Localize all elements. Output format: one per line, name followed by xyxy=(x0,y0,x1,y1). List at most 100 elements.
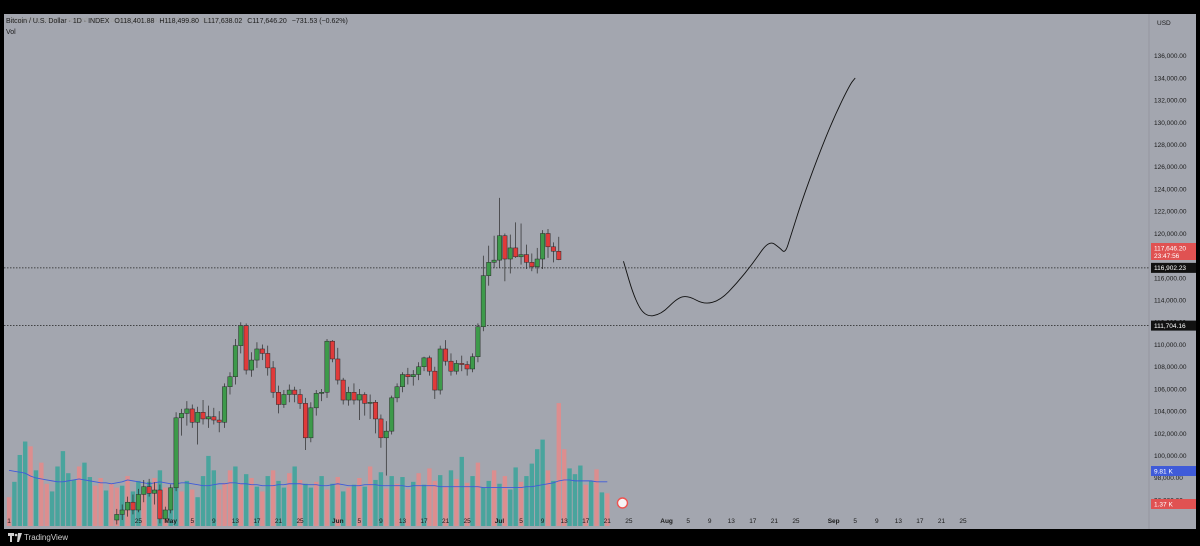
time-tick-label: 21 xyxy=(604,518,612,525)
time-tick-label: 13 xyxy=(399,518,407,525)
attribution-text: CryptoParadyme created with TradingView.… xyxy=(10,17,242,24)
candle-body xyxy=(346,392,352,401)
volume-bar xyxy=(17,454,22,526)
candle-body xyxy=(356,394,362,401)
volume-bar xyxy=(540,439,545,526)
volume-bar xyxy=(265,476,270,526)
legend-change: −731.53 (−0.62%) xyxy=(291,18,348,25)
time-tick-label: 25 xyxy=(464,518,472,525)
volume-bar xyxy=(319,476,324,526)
volume-bar xyxy=(190,489,195,526)
volume-bar xyxy=(249,478,254,526)
candle-body xyxy=(335,358,341,381)
volume-bar xyxy=(270,470,276,526)
footer-brand: TradingView xyxy=(24,533,69,542)
volume-bar xyxy=(287,473,292,526)
candle-body xyxy=(125,501,131,511)
vol-last-tag xyxy=(1151,499,1196,509)
level-price-tag xyxy=(1151,320,1196,331)
candle-body xyxy=(529,262,535,268)
candle-body xyxy=(211,416,217,421)
candle-body xyxy=(480,275,486,328)
legend-open: O118,401.88 xyxy=(114,18,155,25)
time-tick-label: 25 xyxy=(959,518,967,525)
volume-bar xyxy=(346,487,351,526)
volume-bar xyxy=(362,486,367,526)
candle-body xyxy=(152,489,157,494)
vol-label[interactable]: Vol xyxy=(6,29,16,36)
time-tick-label: Jul xyxy=(495,518,505,525)
chart-frame[interactable]: USD 136,000.00 134,000.00 132,000.00 130,000… xyxy=(4,14,1196,529)
tradingview-logo-icon xyxy=(8,533,22,542)
candle-body xyxy=(157,489,163,520)
volume-bar xyxy=(308,487,314,526)
volume-legend[interactable]: Vol xyxy=(6,29,19,36)
candle-body xyxy=(303,403,308,439)
price-tick-label: 130,000.00 xyxy=(1154,120,1187,127)
candle-body xyxy=(329,340,335,360)
candle-body xyxy=(383,430,389,439)
candle-body xyxy=(459,363,465,365)
candle-body xyxy=(470,356,475,370)
time-tick-label: 21 xyxy=(938,518,946,525)
volume-bar xyxy=(114,487,119,526)
candle-body xyxy=(238,325,244,346)
volume-bar xyxy=(529,463,535,526)
volume-bar xyxy=(173,462,179,526)
vol-ma-label: 9.81 K xyxy=(1154,469,1173,476)
volume-bar xyxy=(572,474,578,526)
volume-bar xyxy=(491,470,497,526)
price-tick-label: 102,000.00 xyxy=(1154,431,1187,438)
volume-bar xyxy=(497,483,502,526)
projection-path xyxy=(623,77,856,317)
volume-bar xyxy=(438,475,443,526)
candle-body xyxy=(486,262,492,276)
candle-body xyxy=(200,412,206,420)
chart-canvas[interactable]: USD 136,000.00 134,000.00 132,000.00 130,000… xyxy=(4,14,1196,529)
time-tick-label: 17 xyxy=(582,518,590,525)
candle-body xyxy=(265,353,271,369)
symbol-name[interactable]: Bitcoin / U.S. Dollar · 1D · INDEX xyxy=(6,18,110,25)
last-price-label: 117,646.20 xyxy=(1154,246,1186,253)
time-tick-label: Jun xyxy=(332,518,344,525)
candle-body xyxy=(222,386,228,423)
volume-bar xyxy=(454,478,459,526)
volume-bar xyxy=(314,481,319,526)
volume-bar xyxy=(179,491,184,526)
time-tick-label: 25 xyxy=(296,518,304,525)
volume-bar xyxy=(103,490,109,526)
volume-bar xyxy=(578,465,583,526)
volume-bar xyxy=(141,488,146,526)
price-tick-label: 132,000.00 xyxy=(1154,98,1187,105)
volume-bar xyxy=(55,466,60,526)
volume-bar xyxy=(459,456,464,526)
volume-bar xyxy=(340,491,346,526)
legend-close: C117,646.20 xyxy=(247,18,287,25)
time-tick-label: 17 xyxy=(916,518,924,525)
candle-body xyxy=(179,413,184,419)
candle-body xyxy=(421,357,427,367)
time-tick-label: 13 xyxy=(728,518,736,525)
time-tick-label: 9 xyxy=(875,518,879,525)
volume-bar xyxy=(443,486,448,526)
volume-bar xyxy=(243,474,249,526)
volume-bar xyxy=(292,466,297,526)
volume-bar xyxy=(351,484,357,526)
symbol-legend[interactable]: Bitcoin / U.S. Dollar · 1D · INDEX O118,… xyxy=(6,18,351,25)
volume-bar xyxy=(524,476,529,526)
volume-bar xyxy=(448,470,454,526)
candle-body xyxy=(195,412,201,423)
currency-label: USD xyxy=(1157,20,1171,27)
chart-attribution: CryptoParadyme created with TradingView.… xyxy=(10,17,241,27)
volume-bar xyxy=(297,479,303,526)
volume-bar xyxy=(93,485,98,526)
volume-bar xyxy=(233,466,238,526)
volume-bar xyxy=(238,483,243,526)
volume-bar xyxy=(335,477,340,526)
candle-body xyxy=(373,402,378,420)
level-price-label: 111,704.16 xyxy=(1154,323,1186,330)
legend-high: H118,499.80 xyxy=(159,18,199,25)
candle-body xyxy=(497,235,502,261)
candle-body xyxy=(114,514,120,521)
volume-bar xyxy=(260,491,265,526)
